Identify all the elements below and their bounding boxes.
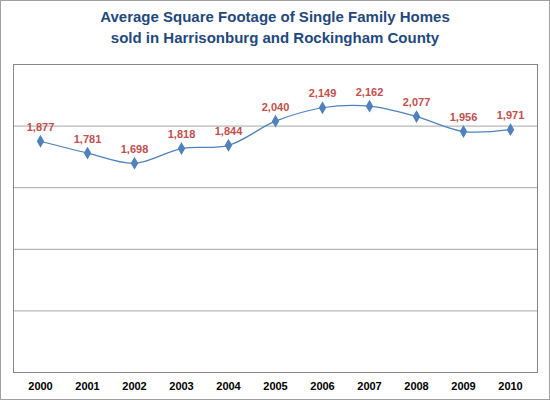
svg-text:2009: 2009 — [451, 380, 475, 392]
svg-text:2001: 2001 — [75, 380, 99, 392]
svg-text:2007: 2007 — [357, 380, 381, 392]
svg-text:2003: 2003 — [169, 380, 193, 392]
svg-text:2002: 2002 — [122, 380, 146, 392]
svg-text:2004: 2004 — [216, 380, 241, 392]
svg-text:2008: 2008 — [404, 380, 428, 392]
svg-text:1,698: 1,698 — [121, 143, 149, 155]
svg-text:2005: 2005 — [263, 380, 287, 392]
svg-text:2,162: 2,162 — [356, 86, 384, 98]
svg-text:2006: 2006 — [310, 380, 334, 392]
svg-text:2,040: 2,040 — [262, 101, 290, 113]
svg-text:1,844: 1,844 — [215, 125, 243, 137]
html-text:Average Square Footage of Sing: Average Square Footage of Single Family … — [100, 8, 450, 46]
svg-text:1,877: 1,877 — [27, 121, 55, 133]
svg-text:2000: 2000 — [28, 380, 52, 392]
svg-text:1,956: 1,956 — [450, 111, 478, 123]
svg-text:2010: 2010 — [498, 380, 522, 392]
svg-text:1,971: 1,971 — [497, 109, 525, 121]
svg-text:1,818: 1,818 — [168, 128, 196, 140]
svg-text:2,077: 2,077 — [403, 96, 431, 108]
svg-text:1,781: 1,781 — [74, 133, 102, 145]
svg-text:2,149: 2,149 — [309, 87, 337, 99]
